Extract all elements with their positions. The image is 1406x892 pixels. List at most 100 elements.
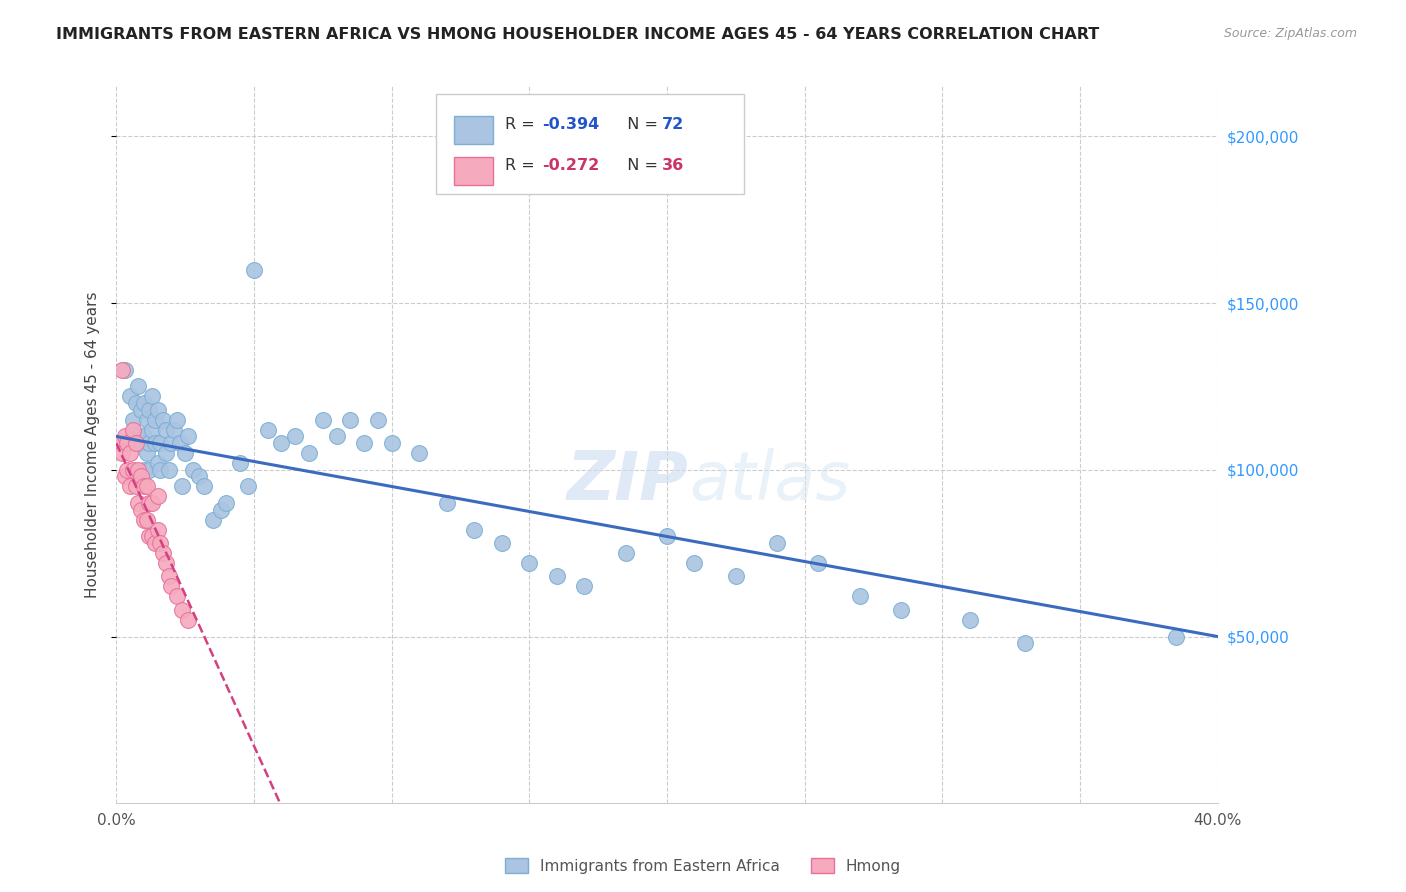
Point: [108, 436, 131, 450]
Point: [127, 379, 149, 393]
Text: R =: R =: [505, 117, 540, 132]
Point: [183, 463, 205, 477]
Text: -0.272: -0.272: [543, 158, 600, 173]
Point: [367, 413, 389, 427]
Point: [124, 479, 146, 493]
Legend: Immigrants from Eastern Africa, Hmong: Immigrants from Eastern Africa, Hmong: [499, 852, 907, 880]
Point: [655, 529, 678, 543]
Point: [517, 556, 540, 570]
FancyBboxPatch shape: [436, 94, 744, 194]
Point: [132, 429, 155, 443]
Point: [127, 496, 149, 510]
Point: [574, 580, 596, 594]
Point: [1014, 636, 1036, 650]
Point: [201, 513, 224, 527]
Point: [215, 496, 238, 510]
Point: [1166, 630, 1188, 644]
Point: [243, 262, 266, 277]
Point: [114, 469, 136, 483]
Point: [157, 463, 180, 477]
Point: [129, 503, 152, 517]
Point: [172, 603, 194, 617]
Point: [172, 479, 194, 493]
Point: [724, 569, 747, 583]
Point: [152, 546, 174, 560]
Point: [256, 423, 278, 437]
Point: [141, 529, 163, 543]
Point: [146, 523, 169, 537]
Point: [298, 446, 321, 460]
Point: [353, 436, 375, 450]
Point: [381, 436, 404, 450]
Point: [463, 523, 485, 537]
Point: [124, 436, 146, 450]
Point: [129, 469, 152, 483]
Point: [118, 479, 141, 493]
Point: [135, 413, 157, 427]
Point: [408, 446, 430, 460]
Point: [117, 463, 139, 477]
Text: -0.394: -0.394: [543, 117, 600, 132]
Point: [284, 429, 307, 443]
Point: [138, 463, 160, 477]
Point: [132, 479, 155, 493]
Point: [138, 496, 160, 510]
Point: [127, 429, 149, 443]
Point: [132, 463, 155, 477]
Point: [117, 436, 139, 450]
Point: [132, 396, 155, 410]
Point: [177, 613, 200, 627]
Point: [124, 396, 146, 410]
Point: [325, 429, 347, 443]
Text: N =: N =: [617, 117, 664, 132]
Point: [135, 446, 157, 460]
Point: [270, 436, 292, 450]
Point: [138, 402, 160, 417]
Point: [614, 546, 637, 560]
Point: [118, 446, 141, 460]
Point: [135, 479, 157, 493]
Point: [209, 503, 232, 517]
Point: [149, 463, 172, 477]
FancyBboxPatch shape: [454, 157, 494, 185]
Point: [152, 413, 174, 427]
Point: [146, 402, 169, 417]
Point: [146, 490, 169, 504]
Point: [339, 413, 361, 427]
FancyBboxPatch shape: [454, 117, 494, 144]
Point: [141, 423, 163, 437]
Point: [890, 603, 912, 617]
Text: atlas: atlas: [689, 448, 851, 514]
Point: [166, 413, 188, 427]
Point: [155, 446, 177, 460]
Point: [157, 569, 180, 583]
Point: [848, 590, 870, 604]
Point: [146, 456, 169, 470]
Point: [141, 389, 163, 403]
Text: IMMIGRANTS FROM EASTERN AFRICA VS HMONG HOUSEHOLDER INCOME AGES 45 - 64 YEARS CO: IMMIGRANTS FROM EASTERN AFRICA VS HMONG …: [56, 27, 1099, 42]
Point: [143, 536, 166, 550]
Text: N =: N =: [617, 158, 664, 173]
Text: ZIP: ZIP: [567, 448, 689, 514]
Point: [155, 556, 177, 570]
Point: [436, 496, 458, 510]
Point: [187, 469, 209, 483]
Text: 72: 72: [661, 117, 683, 132]
Point: [169, 436, 191, 450]
Point: [111, 446, 134, 460]
Point: [138, 436, 160, 450]
Point: [121, 423, 143, 437]
Point: [174, 446, 197, 460]
Point: [129, 436, 152, 450]
Point: [238, 479, 260, 493]
Point: [135, 513, 157, 527]
Point: [766, 536, 789, 550]
Text: 36: 36: [661, 158, 683, 173]
Point: [166, 590, 188, 604]
Point: [121, 463, 143, 477]
Point: [193, 479, 215, 493]
Point: [141, 496, 163, 510]
Point: [155, 423, 177, 437]
Point: [127, 463, 149, 477]
Point: [138, 529, 160, 543]
